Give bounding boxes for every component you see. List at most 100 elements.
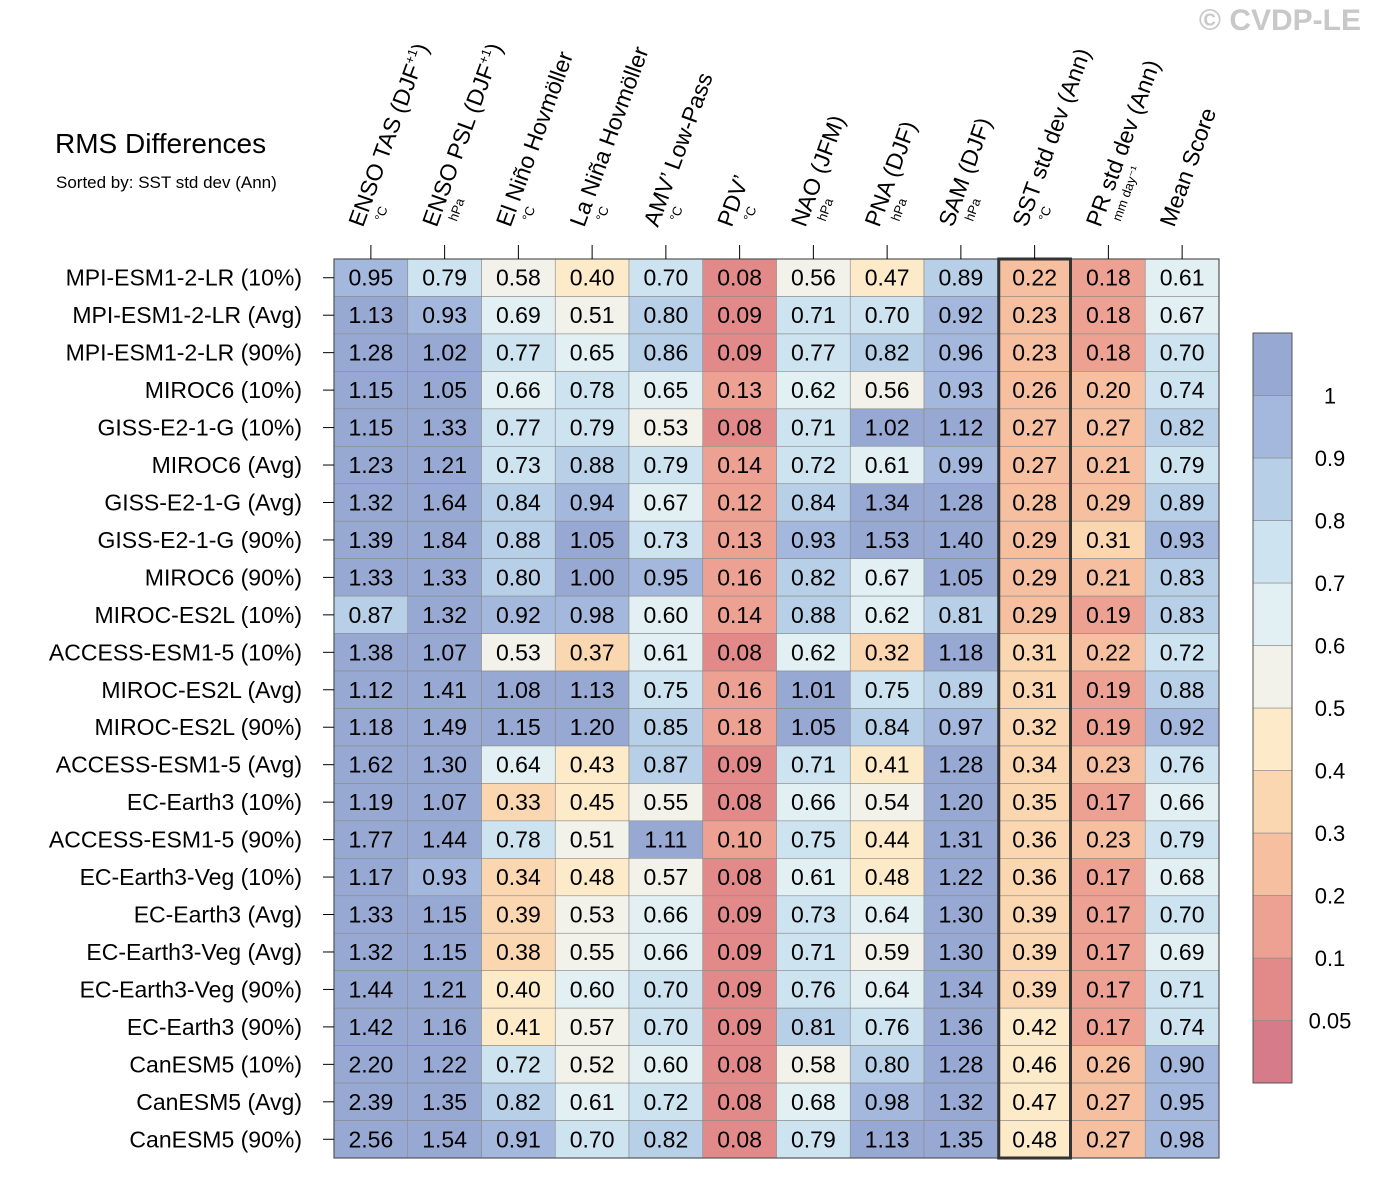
heatmap-cell [407,1082,482,1121]
heatmap-cell [1071,1007,1146,1046]
cell-value-label: 0.95 [348,265,393,291]
cell-value-label: 0.83 [1160,564,1205,590]
cell-value-label: 0.72 [1160,639,1205,665]
cell-value-label: 1.33 [422,415,467,441]
heatmap-cell [628,408,704,447]
cell-value-label: 0.79 [643,452,688,478]
heatmap-cell [849,633,925,672]
cell-value-label: 0.98 [865,1089,910,1115]
cell-value-label: 0.59 [865,939,910,965]
cell-value-label: 1.38 [348,639,393,665]
column-label: AMV’ Low-Pass [638,69,718,230]
heatmap-cell [702,445,777,485]
heatmap-cell [702,1007,777,1046]
colorbar-swatch [1252,895,1293,959]
cell-value-label: 0.17 [1086,902,1131,928]
cell-value-label: 0.47 [865,265,910,291]
heatmap-cell [481,483,556,522]
heatmap-cell [333,708,409,747]
heatmap-cell [407,558,482,597]
colorbar-swatch [1252,457,1293,521]
cell-value-label: 0.88 [496,527,541,553]
heatmap-cell [407,970,482,1009]
heatmap-cells: 0.95 0.79 0.58 0.40 0.70 0.08 0.56 0.47 0.89 0.22… [333,258,1220,1159]
cell-value-label: 0.19 [1086,677,1131,703]
cell-value-label: 0.82 [865,340,910,366]
row-label: ACCESS-ESM1-5 (Avg) [56,752,302,778]
cell-value-label: 0.16 [717,677,762,703]
cell-value-label: 0.48 [1012,1126,1057,1152]
cell-value-label: 0.33 [496,789,541,815]
heatmap-cell [776,708,851,747]
heatmap-cell [776,895,851,934]
cell-value-label: 0.13 [717,377,762,403]
cell-value-label: 0.81 [938,602,983,628]
heatmap-cell [481,895,556,934]
heatmap-cell [776,445,851,485]
colorbar-tick-label: 0.05 [1309,1009,1352,1034]
cell-value-label: 0.95 [1160,1089,1205,1115]
cell-value-label: 1.07 [422,789,467,815]
cell-value-label: 0.29 [1012,602,1057,628]
cell-value-label: 0.89 [1160,489,1205,515]
cell-value-label: 0.74 [1160,1014,1205,1040]
heatmap-cell [702,483,777,522]
cell-value-label: 0.78 [570,377,615,403]
cell-value-label: 1.44 [348,976,393,1002]
heatmap-cell [776,633,851,672]
heatmap-cell [407,633,482,672]
heatmap-cell [333,371,409,410]
colorbar-swatch [1252,332,1293,396]
cell-value-label: 1.54 [422,1126,467,1152]
cell-value-label: 0.64 [865,976,910,1002]
heatmap-cell [628,483,704,522]
cell-value-label: 0.20 [1086,377,1131,403]
cell-value-label: 0.18 [1086,265,1131,291]
cell-value-label: 0.93 [422,302,467,328]
cell-value-label: 1.22 [422,1051,467,1077]
cell-value-label: 0.35 [1012,789,1057,815]
cell-value-label: 0.21 [1086,564,1131,590]
cell-value-label: 0.56 [791,265,836,291]
cell-value-label: 0.37 [570,639,615,665]
heatmap-cell [1071,895,1146,934]
cell-value-label: 0.76 [791,976,836,1002]
row-label: MIROC6 (90%) [145,564,302,590]
cell-value-label: 0.22 [1012,265,1057,291]
cell-value-label: 1.49 [422,714,467,740]
cell-value-label: 0.29 [1086,489,1131,515]
heatmap-cell [1144,333,1220,372]
heatmap-cell [702,333,777,372]
cell-value-label: 0.79 [570,415,615,441]
cell-value-label: 0.18 [1086,302,1131,328]
cell-value-label: 0.13 [717,527,762,553]
row-label: GISS-E2-1-G (Avg) [104,489,302,515]
cell-value-label: 1.22 [938,864,983,890]
colorbar-tick-label: 0.4 [1315,759,1346,784]
cell-value-label: 0.44 [865,827,910,853]
heatmap-cell [923,895,999,934]
cell-value-label: 0.70 [643,265,688,291]
cell-value-label: 0.09 [717,302,762,328]
cell-value-label: 0.41 [865,752,910,778]
cell-value-label: 0.23 [1012,340,1057,366]
cell-value-label: 0.09 [717,1014,762,1040]
heatmap-cell [776,371,851,410]
cell-value-label: 0.27 [1012,415,1057,441]
heatmap-cell [1144,895,1220,934]
cell-value-label: 1.34 [938,976,983,1002]
row-label: ACCESS-ESM1-5 (10%) [49,639,302,665]
cell-value-label: 1.64 [422,489,467,515]
row-label: MIROC-ES2L (Avg) [101,677,302,703]
cell-value-label: 0.62 [865,602,910,628]
heatmap-cell [333,1007,409,1046]
heatmap-cell [333,445,409,485]
cell-value-label: 1.33 [422,564,467,590]
cell-value-label: 0.82 [791,564,836,590]
cell-value-label: 0.60 [570,976,615,1002]
cell-value-label: 1.12 [348,677,393,703]
heatmap-cell [554,520,630,559]
heatmap-cell [997,1007,1072,1046]
cell-value-label: 1.15 [422,939,467,965]
cell-value-label: 0.26 [1086,1051,1131,1077]
